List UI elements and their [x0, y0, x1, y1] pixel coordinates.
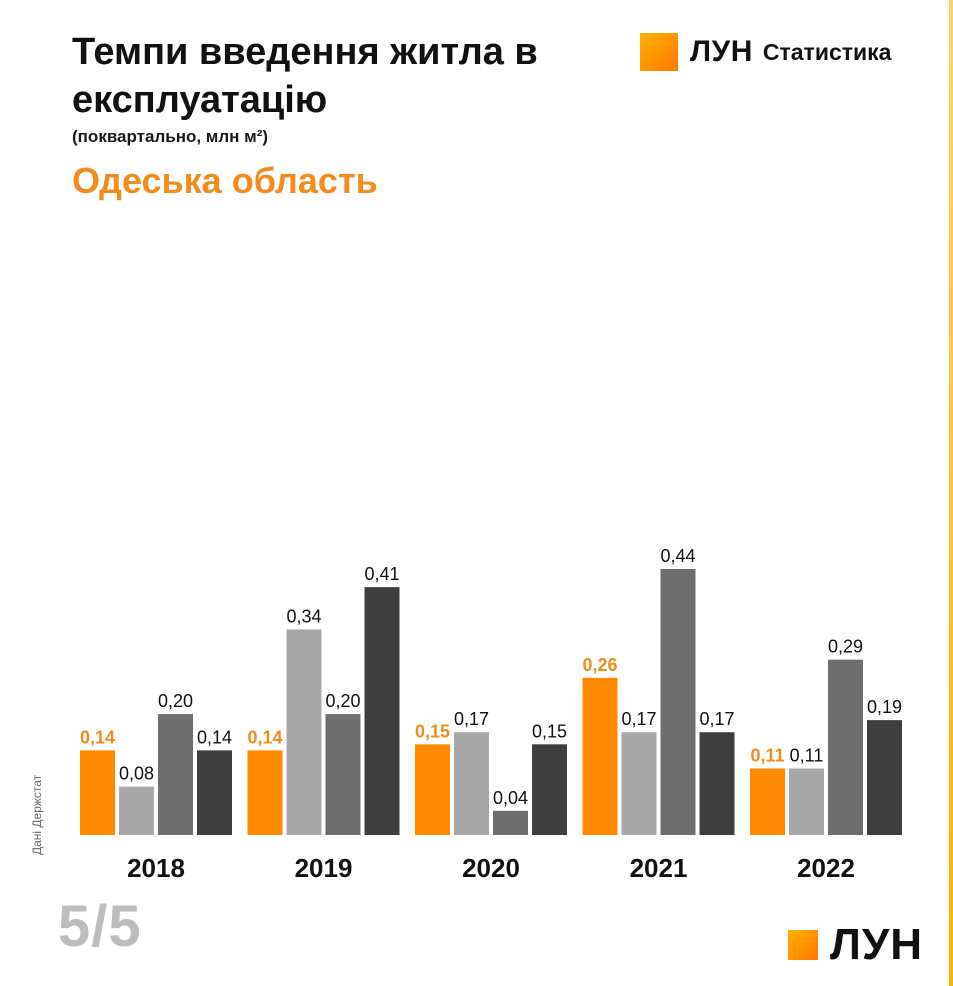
- bar-2019-q4: [364, 587, 400, 835]
- bar-label-2020-q3: 0,04: [493, 788, 528, 808]
- brand-footer: ЛУН: [788, 920, 923, 970]
- bar-label-2019-q2: 0,34: [286, 606, 321, 626]
- brand-footer-name: ЛУН: [830, 920, 924, 969]
- bar-label-2021-q2: 0,17: [621, 709, 656, 729]
- bar-2022-q3: [828, 659, 863, 835]
- bar-2019-q1: [247, 750, 283, 835]
- bar-label-2018-q2: 0,08: [119, 764, 154, 784]
- bar-label-2021-q1: 0,26: [582, 655, 617, 675]
- bar-label-2020-q2: 0,17: [454, 709, 489, 729]
- bar-2022-q2: [789, 768, 824, 835]
- bar-2022-q4: [867, 720, 902, 835]
- year-label-2022: 2022: [797, 853, 855, 883]
- chart-subtitle: (поквартально, млн м²): [72, 127, 269, 146]
- bar-2020-q4: [532, 744, 567, 835]
- brand-section: Статистика: [762, 38, 892, 65]
- bar-label-2018-q3: 0,20: [158, 691, 193, 711]
- bar-2018-q2: [119, 786, 154, 835]
- bar-label-2018-q4: 0,14: [197, 727, 232, 747]
- bar-label-2018-q1: 0,14: [80, 727, 115, 747]
- brand-logo-square-icon: [640, 33, 678, 71]
- bar-label-2020-q4: 0,15: [532, 721, 567, 741]
- bar-2018-q1: [80, 750, 115, 835]
- year-label-2019: 2019: [295, 853, 353, 883]
- bar-label-2022-q3: 0,29: [828, 637, 863, 657]
- bar-label-2021-q4: 0,17: [699, 709, 734, 729]
- bar-2021-q2: [621, 732, 657, 835]
- bar-2020-q2: [454, 732, 489, 835]
- bar-2018-q4: [197, 750, 232, 835]
- brand-header: ЛУН Статистика: [640, 33, 891, 71]
- bar-2021-q4: [699, 732, 735, 835]
- bar-label-2022-q2: 0,11: [790, 746, 824, 766]
- bar-2019-q3: [325, 714, 361, 835]
- bar-2018-q3: [158, 714, 193, 835]
- bar-label-2020-q1: 0,15: [415, 721, 450, 741]
- bar-chart: 0,140,080,200,1420180,140,340,200,412019…: [80, 546, 902, 883]
- bar-label-2019-q3: 0,20: [325, 691, 360, 711]
- bar-2021-q3: [660, 569, 696, 835]
- right-edge-stripe: [949, 0, 953, 986]
- source-note: Дані Держстат: [30, 774, 44, 855]
- bar-label-2022-q4: 0,19: [867, 697, 902, 717]
- bar-label-2022-q1: 0,11: [750, 746, 784, 766]
- bar-label-2019-q1: 0,14: [247, 727, 282, 747]
- chart-title: Темпи введення житла в експлуатацію: [72, 31, 538, 121]
- bar-2019-q2: [286, 629, 322, 835]
- bar-2020-q3: [493, 810, 528, 835]
- page-indicator: 5/5: [58, 894, 142, 959]
- year-label-2018: 2018: [127, 853, 185, 883]
- bar-label-2021-q3: 0,44: [660, 546, 695, 566]
- bar-2022-q1: [750, 768, 785, 835]
- region-title: Одеська область: [72, 160, 378, 201]
- bar-2020-q1: [415, 744, 450, 835]
- year-label-2021: 2021: [630, 853, 688, 883]
- brand-name: ЛУН: [690, 35, 753, 68]
- bar-label-2019-q4: 0,41: [364, 564, 399, 584]
- year-label-2020: 2020: [462, 853, 520, 883]
- brand-footer-square-icon: [788, 930, 818, 960]
- bar-2021-q1: [582, 677, 618, 835]
